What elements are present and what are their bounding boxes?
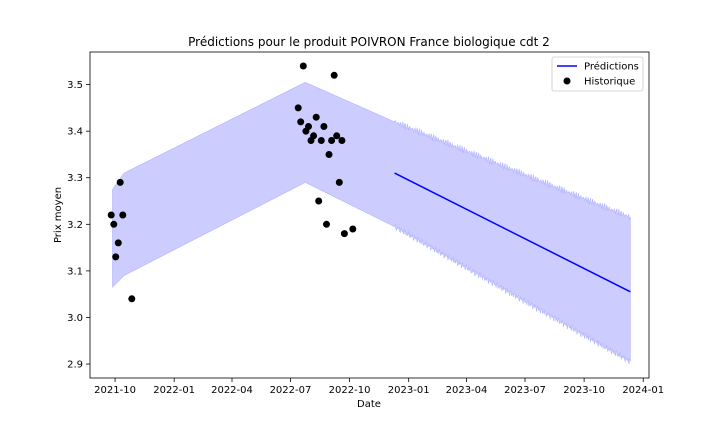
historique-point <box>335 178 343 186</box>
x-tick-label: 2023-10 <box>563 385 605 396</box>
y-tick-label: 3.1 <box>67 266 83 277</box>
uncertainty-band <box>112 81 631 365</box>
legend-historique-label: Historique <box>584 77 635 88</box>
y-tick-label: 3.4 <box>67 127 83 138</box>
historique-point <box>333 132 341 140</box>
x-tick-label: 2022-10 <box>329 385 371 396</box>
y-tick-label: 3.5 <box>67 80 83 91</box>
historique-point <box>297 118 305 126</box>
chart-title: Prédictions pour le produit POIVRON Fran… <box>188 35 550 49</box>
x-tick-label: 2023-01 <box>388 385 430 396</box>
plot-area-frame <box>89 51 650 379</box>
prediction-line <box>394 172 631 293</box>
historique-point <box>305 123 312 130</box>
historique-point <box>315 197 323 205</box>
historique-point <box>325 151 333 158</box>
historique-point <box>330 71 338 79</box>
historique-point <box>112 253 120 261</box>
historique-point <box>323 220 330 228</box>
historique-point <box>107 211 115 219</box>
x-tick-label: 2024-01 <box>622 385 664 396</box>
y-tick-label: 3.0 <box>67 313 83 324</box>
historique-point <box>294 104 302 112</box>
historique-point <box>312 113 320 121</box>
historique-layer <box>107 62 357 303</box>
x-axis-label: Date <box>357 399 381 410</box>
predictions-layer <box>394 172 631 293</box>
historique-point <box>114 239 122 247</box>
x-axis: 2021-10 2022-01 2022-04 2022-07 2022-10 2023-… <box>94 378 664 396</box>
historique-point <box>349 225 357 233</box>
historique-point <box>338 137 346 144</box>
historique-point <box>116 178 124 186</box>
x-tick-label: 2021-10 <box>94 385 136 396</box>
legend-predictions-label: Prédictions <box>584 61 639 73</box>
x-tick-label: 2023-07 <box>504 385 546 396</box>
y-tick-label: 2.9 <box>67 360 83 371</box>
x-tick-label: 2023-04 <box>446 385 488 396</box>
legend: Prédictions Historique <box>551 56 644 92</box>
historique-point <box>317 137 325 144</box>
historique-point <box>299 62 307 70</box>
x-tick-label: 2022-04 <box>211 385 253 396</box>
legend-historique-swatch <box>563 77 571 85</box>
historique-point <box>340 230 348 238</box>
y-axis: 2.9 3.0 3.1 3.2 3.3 3.4 3.5 <box>67 80 90 371</box>
x-tick-label: 2022-07 <box>270 385 312 396</box>
historique-point <box>310 132 318 140</box>
historique-point <box>328 137 336 144</box>
historique-point <box>110 220 118 228</box>
historique-point <box>320 123 328 130</box>
y-tick-label: 3.2 <box>67 220 83 231</box>
historique-point <box>119 211 127 219</box>
x-tick-label: 2022-01 <box>153 385 195 396</box>
y-tick-label: 3.3 <box>67 173 83 184</box>
historique-point <box>128 295 136 303</box>
y-axis-label: Prix moyen <box>53 187 64 243</box>
